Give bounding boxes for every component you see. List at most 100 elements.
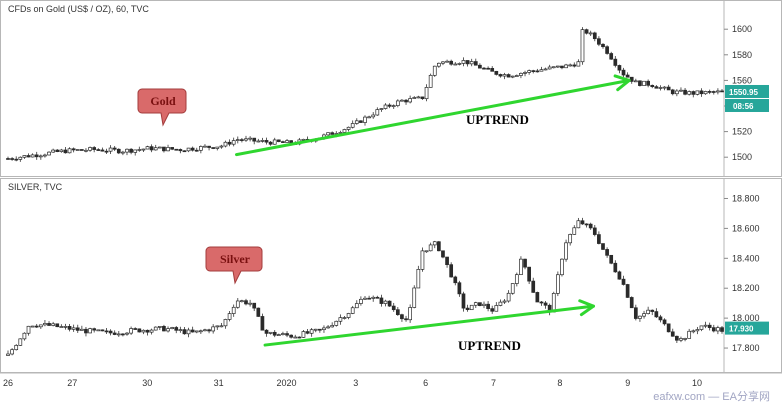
candle-body (240, 139, 244, 141)
candle-body (482, 303, 486, 306)
candle-body (609, 53, 614, 60)
candle-body (699, 325, 704, 330)
candle-body (395, 309, 400, 316)
candle-body (597, 38, 601, 45)
candle-body (531, 70, 536, 72)
candle-body (609, 254, 614, 264)
candle-body (178, 149, 183, 152)
candle-body (420, 250, 425, 270)
candle-body (38, 324, 43, 328)
candle-body (379, 297, 384, 304)
candle-body (461, 60, 466, 64)
candle-body (638, 80, 642, 86)
candle-body (285, 140, 289, 143)
candle-body (252, 137, 257, 142)
candle-body (441, 250, 445, 258)
candle-body (519, 258, 523, 276)
candle-body (650, 309, 655, 312)
candle-body (100, 329, 105, 332)
candle-body (157, 326, 162, 328)
trend-line (263, 304, 595, 347)
candle-body (80, 328, 84, 331)
candle-body (166, 328, 170, 332)
trend-arrow-head (578, 299, 595, 317)
candle-body (100, 149, 105, 152)
candle-body (350, 123, 355, 128)
candle-body (576, 220, 581, 229)
candle-body (338, 132, 343, 134)
candle-body (88, 328, 92, 334)
candle-body (342, 317, 347, 319)
candle-body (162, 146, 166, 152)
candle-body (531, 280, 536, 293)
candle-body (322, 327, 326, 331)
candle-body (199, 146, 203, 151)
uptrend-label: UPTREND (466, 112, 529, 127)
candle-body (560, 65, 564, 69)
y-tick-label: 1500 (732, 152, 752, 162)
candle-body (621, 69, 626, 76)
x-tick-label: 6 (423, 378, 428, 388)
y-tick-label: 18.400 (732, 253, 760, 263)
x-tick-label: 9 (625, 378, 630, 388)
candle-body (305, 331, 310, 334)
candle-body (338, 317, 343, 322)
candle-body (248, 137, 252, 140)
candle-body (67, 326, 72, 330)
candle-body (313, 328, 318, 331)
candle-body (149, 146, 154, 151)
candle-body (408, 307, 412, 321)
y-tick-label: 18.000 (732, 313, 760, 323)
candle-body (625, 74, 630, 78)
candle-body (654, 311, 659, 318)
candle-body (153, 147, 158, 151)
candle-body (116, 333, 121, 336)
candle-body (129, 328, 133, 334)
candle-body (662, 319, 667, 325)
candle-body (510, 75, 515, 78)
candle-body (494, 70, 499, 75)
candle-body (162, 326, 166, 332)
candle-body (642, 313, 646, 317)
candle-body (227, 141, 232, 145)
candle-body (494, 305, 499, 312)
candle-body (391, 105, 396, 107)
candle-body (638, 315, 642, 319)
y-tick-label: 18.200 (732, 283, 760, 293)
pane-border (0, 178, 782, 373)
candle-body (379, 108, 384, 110)
candle-body (51, 323, 55, 326)
candle-body (691, 330, 696, 333)
x-tick-label: 31 (214, 378, 224, 388)
candle-body (227, 313, 232, 320)
candle-body (309, 329, 314, 334)
candle-body (18, 156, 23, 160)
candle-body (387, 300, 392, 307)
candle-body (145, 146, 150, 150)
candle-body (174, 148, 179, 151)
candle-body (391, 305, 396, 311)
y-tick-label: 18.600 (732, 223, 760, 233)
last-price-badge (725, 84, 769, 98)
x-tick-label: 8 (557, 378, 562, 388)
candle-body (695, 90, 700, 95)
candle-body (235, 300, 240, 308)
candle-body (63, 149, 68, 154)
candle-body (432, 65, 437, 76)
candle-body (133, 149, 138, 153)
candle-body (432, 241, 437, 246)
y-tick-label: 1520 (732, 127, 752, 137)
candle-body (96, 329, 101, 332)
candle-body (560, 258, 564, 276)
gold-pane: CFDs on Gold (US$ / OZ), 60, TVC 1500 1520… (0, 0, 782, 177)
candle-body (453, 63, 458, 66)
candle-body (469, 61, 474, 65)
candle-body (363, 116, 367, 123)
candle-body (6, 353, 10, 356)
candle-body (473, 302, 478, 306)
candle-body (186, 329, 191, 335)
candle-body (670, 89, 675, 95)
x-tick-label: 30 (142, 378, 152, 388)
candle-body (297, 336, 302, 339)
candle-body (108, 330, 113, 334)
